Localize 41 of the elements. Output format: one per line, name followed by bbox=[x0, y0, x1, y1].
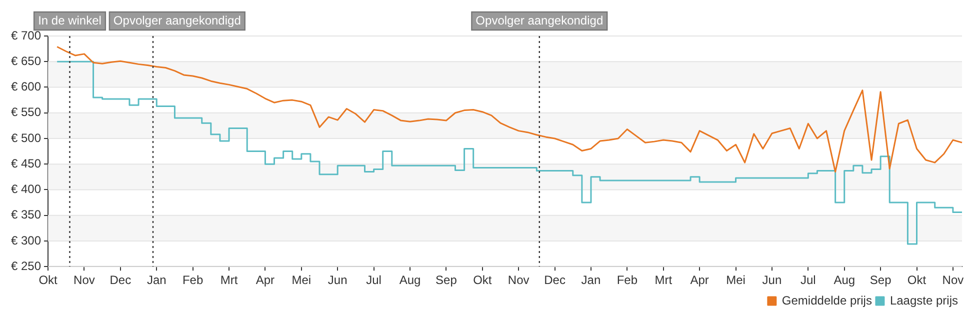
x-tick-label: Nov bbox=[942, 273, 964, 288]
y-tick-label: € 650 bbox=[11, 54, 42, 68]
x-tick-label: Mrt bbox=[654, 273, 673, 288]
x-tick-label: Sep bbox=[870, 273, 892, 288]
x-tick-label: Jun bbox=[328, 273, 348, 288]
x-tick-label: Jul bbox=[366, 273, 382, 288]
x-tick-label: Feb bbox=[182, 273, 204, 288]
y-tick-label: € 400 bbox=[11, 182, 42, 196]
x-tick-label: Jan bbox=[146, 273, 166, 288]
text: Opvolger aangekondigd bbox=[476, 13, 604, 28]
x-tick-label: Mrt bbox=[220, 273, 238, 288]
x-tick-label: Apr bbox=[256, 273, 275, 288]
x-tick-label: Aug bbox=[399, 273, 421, 288]
x-tick-label: Apr bbox=[690, 273, 709, 288]
legend-label: Laagste prijs bbox=[890, 293, 958, 308]
x-tick-label: Mei bbox=[726, 273, 746, 288]
x-tick-label: Sep bbox=[436, 273, 458, 288]
y-tick-label: € 600 bbox=[11, 80, 42, 94]
x-tick-label: Jun bbox=[762, 273, 782, 288]
x-tick-label: Jan bbox=[581, 273, 601, 288]
x-tick-label: Nov bbox=[74, 273, 95, 288]
text: In de winkel bbox=[38, 13, 102, 28]
x-tick-label: Feb bbox=[616, 273, 638, 288]
x-tick-label: Okt bbox=[473, 273, 492, 288]
x-tick-label: Jul bbox=[800, 273, 816, 288]
legend-label: Gemiddelde prijs bbox=[782, 293, 872, 308]
text: Opvolger aangekondigd bbox=[113, 13, 241, 28]
y-tick-label: € 250 bbox=[11, 258, 42, 273]
x-tick-label: Aug bbox=[834, 273, 856, 288]
x-tick-label: Dec bbox=[544, 273, 566, 288]
y-tick-label: € 450 bbox=[11, 156, 42, 170]
y-tick-label: € 550 bbox=[11, 105, 42, 120]
y-tick-label: € 700 bbox=[11, 28, 42, 42]
x-tick-label: Nov bbox=[508, 273, 530, 288]
y-tick-label: € 300 bbox=[11, 233, 42, 248]
y-tick-label: € 350 bbox=[11, 208, 42, 222]
x-tick-label: Mei bbox=[292, 273, 312, 288]
y-tick-label: € 500 bbox=[11, 130, 42, 145]
x-tick-label: Okt bbox=[907, 273, 927, 288]
x-tick-label: Okt bbox=[38, 273, 58, 288]
x-tick-label: Dec bbox=[110, 273, 132, 288]
